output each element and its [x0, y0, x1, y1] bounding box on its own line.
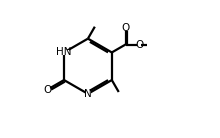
Text: O: O	[121, 23, 130, 33]
Text: O: O	[43, 85, 51, 95]
FancyBboxPatch shape	[85, 91, 91, 97]
Text: N: N	[84, 89, 92, 99]
Text: O: O	[136, 39, 144, 50]
Text: HN: HN	[56, 47, 72, 57]
FancyBboxPatch shape	[59, 50, 69, 55]
